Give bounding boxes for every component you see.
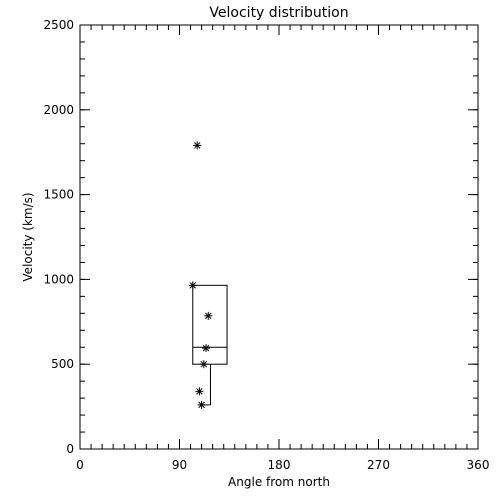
data-point: [193, 141, 202, 150]
chart-title: Velocity distribution: [209, 5, 348, 21]
x-tick-label: 0: [76, 458, 84, 472]
y-tick-label: 1000: [43, 272, 74, 286]
x-tick-label: 90: [172, 458, 187, 472]
plot-frame: [79, 24, 479, 450]
data-point: [188, 281, 197, 290]
x-axis-label: Angle from north: [228, 475, 330, 489]
marker-stroke: [196, 388, 203, 395]
data-point: [197, 400, 206, 409]
data-point: [204, 311, 213, 320]
box-iqr: [192, 284, 228, 365]
marker-stroke: [198, 401, 205, 409]
box-plot: [192, 284, 228, 406]
marker-stroke: [205, 312, 212, 320]
marker-stroke: [202, 344, 210, 352]
data-point: [199, 360, 208, 369]
data-points: [188, 141, 213, 409]
marker-stroke: [200, 360, 208, 368]
y-tick-label: 2500: [43, 18, 74, 32]
x-tick-label: 270: [367, 458, 390, 472]
axis-tick-labels: 0 90 180 270 360 0 500 1000 1500 2000 2500: [43, 18, 489, 472]
data-point: [195, 387, 204, 396]
y-tick-label: 1500: [43, 188, 74, 202]
marker-stroke: [193, 142, 201, 149]
axis-ticks: [79, 24, 479, 450]
marker-stroke: [189, 282, 197, 289]
y-tick-label: 0: [66, 442, 74, 456]
y-tick-label: 2000: [43, 103, 74, 117]
x-tick-label: 360: [467, 458, 490, 472]
y-tick-label: 500: [51, 357, 74, 371]
x-tick-label: 180: [268, 458, 291, 472]
data-point: [202, 344, 211, 353]
y-axis-label: Velocity (km/s): [21, 192, 35, 281]
